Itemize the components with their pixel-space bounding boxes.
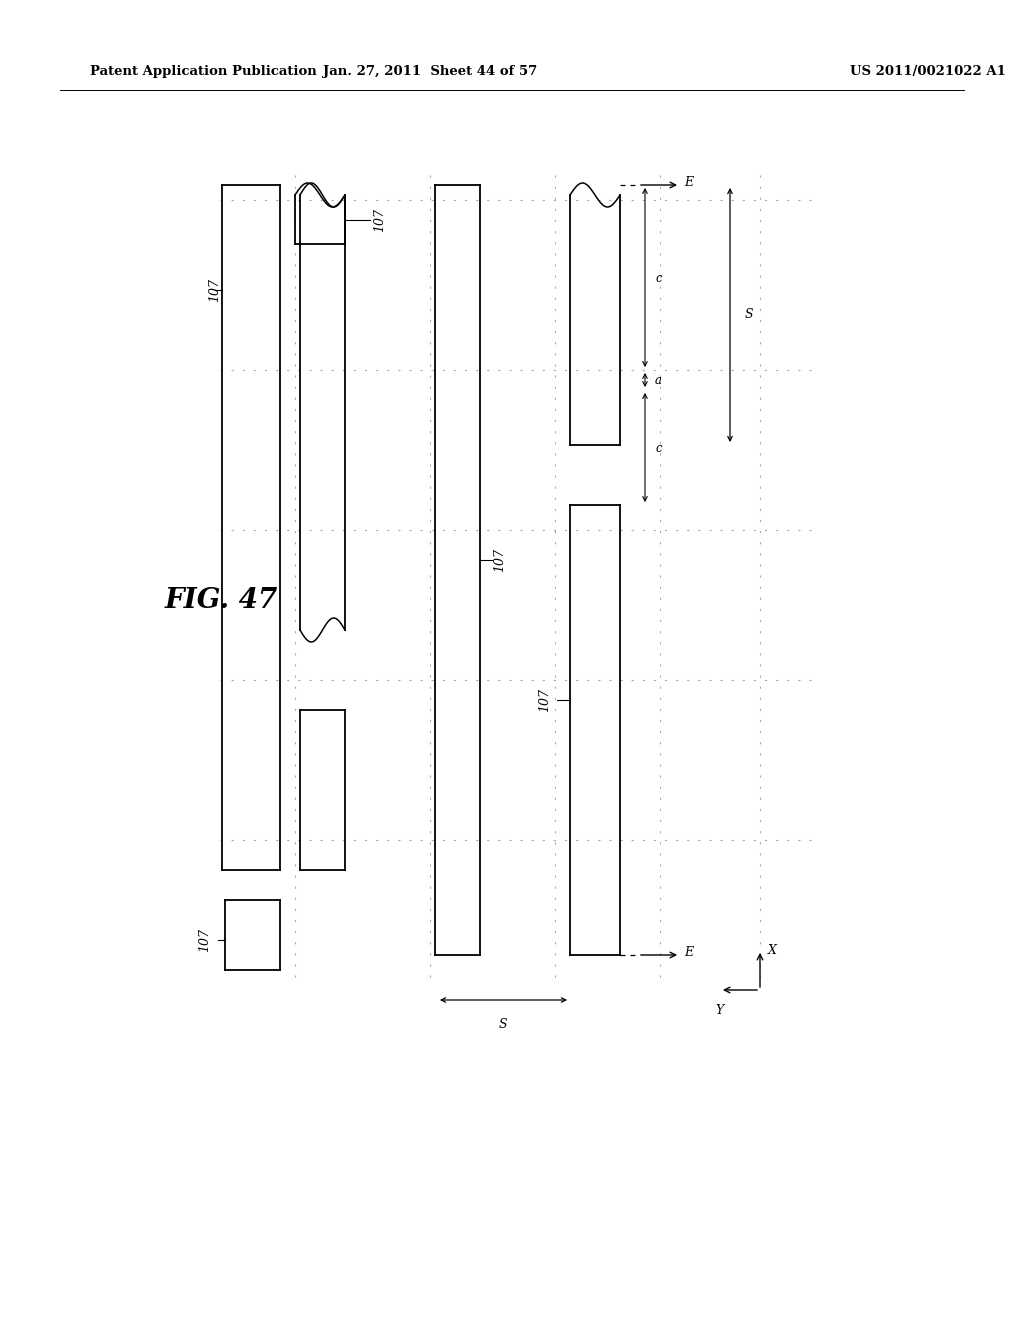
Text: 107: 107 [539, 688, 552, 711]
Text: Jan. 27, 2011  Sheet 44 of 57: Jan. 27, 2011 Sheet 44 of 57 [323, 66, 538, 78]
Text: Y: Y [716, 1005, 724, 1016]
Text: c: c [655, 272, 662, 285]
Text: S: S [745, 309, 754, 322]
Text: US 2011/0021022 A1: US 2011/0021022 A1 [850, 66, 1006, 78]
Text: c: c [655, 441, 662, 454]
Text: E: E [684, 177, 693, 190]
Text: 107: 107 [209, 279, 221, 302]
Text: S: S [499, 1018, 507, 1031]
Text: a: a [655, 374, 662, 387]
Text: 107: 107 [374, 209, 386, 232]
Text: X: X [768, 944, 777, 957]
Text: 107: 107 [199, 928, 212, 952]
Text: E: E [684, 946, 693, 960]
Text: FIG. 47: FIG. 47 [165, 586, 279, 614]
Text: 107: 107 [494, 548, 507, 572]
Text: Patent Application Publication: Patent Application Publication [90, 66, 316, 78]
